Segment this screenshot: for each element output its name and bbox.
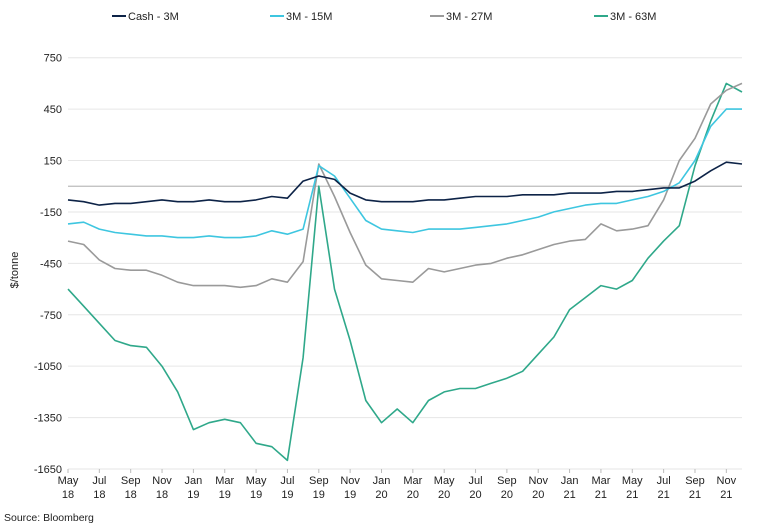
series-line-3m-15m [67,108,742,239]
x-tick-month: Jul [657,475,671,487]
y-tick-label: -1650 [34,464,62,476]
x-tick-month: Mar [403,475,422,487]
y-axis-tick-labels: 750 450 150 -150 -450 -750 -1050 -1350 -1650 [34,53,62,476]
x-tick-label: Sep 18 [121,475,141,501]
x-tick-month: May [434,475,455,487]
legend-label: 3M - 27M [446,11,492,23]
x-tick-month: Jul [280,475,294,487]
gridlines [68,57,742,470]
x-tick-label: Sep 20 [497,475,517,501]
x-tick-label: Jan 19 [185,475,203,501]
legend-label: 3M - 15M [286,11,332,23]
x-tick-year: 19 [187,489,199,501]
x-tick-month: Sep [497,475,517,487]
x-tick-month: Nov [340,475,360,487]
x-tick-label: Jul 20 [469,475,483,501]
x-tick-label: Sep 21 [685,475,705,501]
x-tick-month: Mar [591,475,610,487]
series-line-3m-63m [67,82,743,462]
x-tick-month: Jan [373,475,391,487]
y-tick-label: -750 [40,310,62,322]
x-tick-year: 21 [563,489,575,501]
x-tick-label: Nov 18 [152,475,172,501]
x-tick-month: Jul [92,475,106,487]
y-tick-label: -1050 [34,361,62,373]
y-axis-title: $/tonne [9,252,21,289]
x-tick-year: 20 [532,489,544,501]
x-tick-year: 18 [156,489,168,501]
x-tick-month: Mar [215,475,234,487]
x-tick-label: Mar 21 [591,475,610,501]
x-tick-year: 19 [313,489,325,501]
series-lines [67,82,743,462]
x-tick-year: 20 [469,489,481,501]
x-axis-tick-labels: May 18 Jul 18 Sep 18 Nov 18 Jan 19 Mar 19 May 19 Jul 19… [58,469,737,501]
x-tick-label: Jul 21 [657,475,671,501]
x-tick-year: 18 [125,489,137,501]
x-tick-month: Sep [121,475,141,487]
series-line-3m-27m [67,82,743,289]
x-tick-year: 20 [407,489,419,501]
x-tick-month: May [246,475,267,487]
y-tick-label: 750 [44,53,62,65]
x-tick-year: 19 [344,489,356,501]
legend: Cash - 3M 3M - 15M 3M - 27M 3M - 63M [112,11,656,23]
legend-label: Cash - 3M [128,11,179,23]
x-tick-year: 18 [93,489,105,501]
x-tick-year: 21 [658,489,670,501]
x-tick-month: Nov [528,475,548,487]
x-tick-label: Mar 19 [215,475,234,501]
x-tick-label: Mar 20 [403,475,422,501]
x-tick-month: Jan [561,475,579,487]
x-tick-month: May [622,475,643,487]
x-tick-year: 20 [438,489,450,501]
x-tick-label: Nov 20 [528,475,548,501]
x-tick-year: 21 [720,489,732,501]
y-tick-label: 450 [44,104,62,116]
x-tick-label: Sep 19 [309,475,329,501]
x-tick-month: Sep [685,475,705,487]
x-tick-label: May 20 [434,475,455,501]
x-tick-year: 19 [281,489,293,501]
legend-label: 3M - 63M [610,11,656,23]
x-tick-year: 19 [219,489,231,501]
x-tick-label: Jul 18 [92,475,106,501]
x-tick-label: May 21 [622,475,643,501]
y-tick-label: -450 [40,258,62,270]
x-tick-label: Jul 19 [280,475,294,501]
x-tick-month: Sep [309,475,329,487]
x-tick-month: Jul [469,475,483,487]
x-tick-year: 21 [595,489,607,501]
x-tick-year: 19 [250,489,262,501]
x-tick-label: Nov 21 [717,475,737,501]
x-tick-year: 21 [689,489,701,501]
x-tick-year: 20 [501,489,513,501]
x-tick-year: 18 [62,489,74,501]
x-tick-label: May 18 [58,475,79,501]
source-note: Source: Bloomberg [4,512,94,524]
x-tick-month: Nov [717,475,737,487]
series-line-cash-3m [67,161,743,206]
x-tick-month: Jan [185,475,203,487]
x-tick-year: 20 [375,489,387,501]
x-tick-label: May 19 [246,475,267,501]
x-tick-label: Nov 19 [340,475,360,501]
x-tick-month: Nov [152,475,172,487]
x-tick-label: Jan 20 [373,475,391,501]
y-tick-label: -150 [40,207,62,219]
y-tick-label: -1350 [34,413,62,425]
x-tick-label: Jan 21 [561,475,579,501]
x-tick-year: 21 [626,489,638,501]
x-tick-month: May [58,475,79,487]
y-tick-label: 150 [44,156,62,168]
